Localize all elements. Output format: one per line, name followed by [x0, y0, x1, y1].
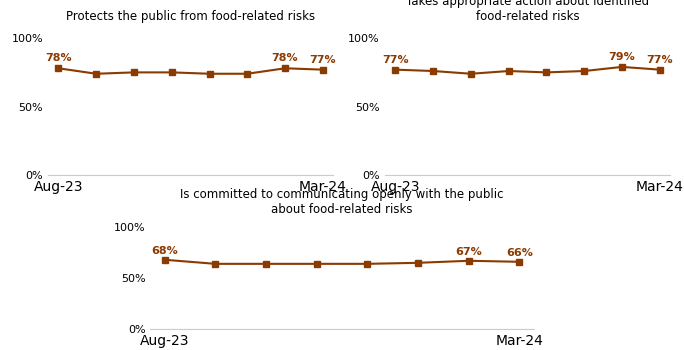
Text: 77%: 77%	[646, 55, 673, 65]
Text: 77%: 77%	[382, 55, 408, 65]
Text: 66%: 66%	[506, 248, 533, 258]
Text: 79%: 79%	[609, 52, 635, 62]
Text: 78%: 78%	[272, 54, 298, 63]
Text: 68%: 68%	[151, 246, 178, 256]
Title: Is committed to communicating openly with the public
about food-related risks: Is committed to communicating openly wit…	[181, 188, 503, 216]
Text: 67%: 67%	[456, 247, 482, 257]
Title: Takes appropriate action about identified
food-related risks: Takes appropriate action about identifie…	[406, 0, 649, 23]
Text: 77%: 77%	[310, 55, 336, 65]
Text: 78%: 78%	[45, 54, 72, 63]
Title: Protects the public from food-related risks: Protects the public from food-related ri…	[66, 10, 315, 23]
